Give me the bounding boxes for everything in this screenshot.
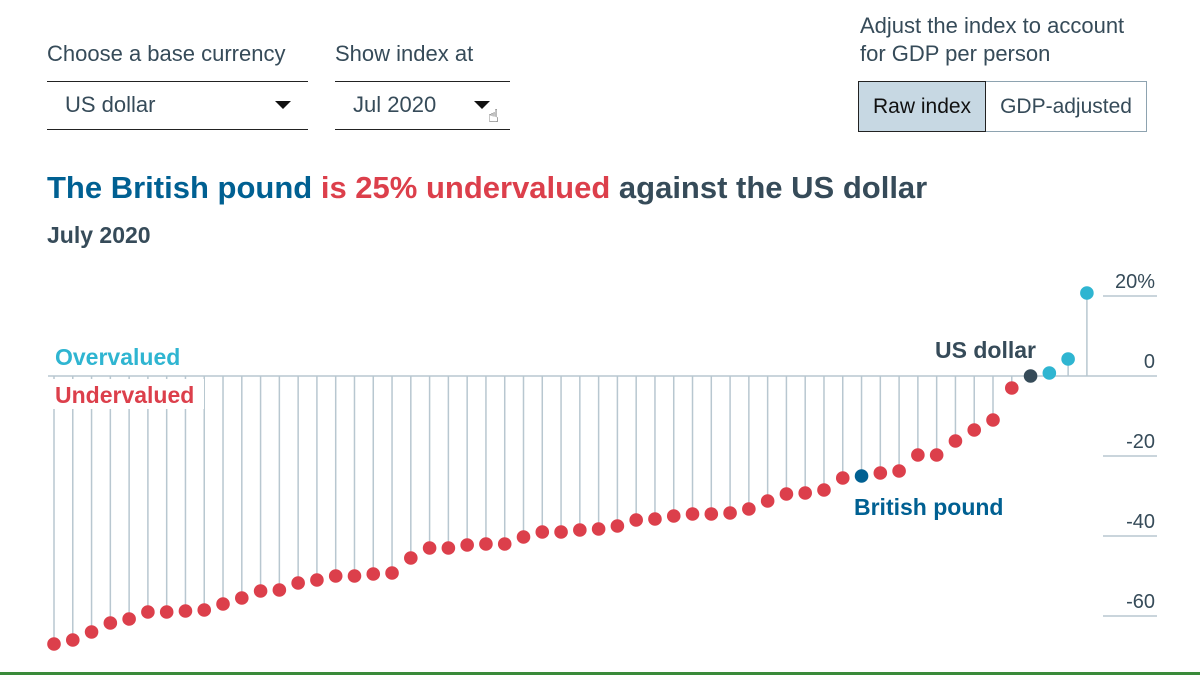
title-currency: The British pound <box>47 170 313 205</box>
data-point <box>310 573 324 587</box>
data-point <box>723 506 737 520</box>
data-point <box>253 584 268 598</box>
base-currency-label: US dollar <box>935 337 1036 363</box>
label-background <box>52 379 204 409</box>
index-date-select[interactable]: Jul 2020 <box>335 81 510 130</box>
data-point <box>291 576 305 590</box>
y-tick-label: -20 <box>1126 431 1155 453</box>
data-point-base <box>1023 369 1038 383</box>
data-point <box>911 448 925 462</box>
bottom-border <box>0 672 1200 675</box>
data-point <box>779 487 794 501</box>
data-point <box>629 513 643 527</box>
data-point-highlight <box>854 469 869 483</box>
data-point <box>497 537 512 551</box>
data-point <box>159 605 174 619</box>
title-against: against the US dollar <box>618 170 928 205</box>
y-tick-label: 0 <box>1144 351 1155 373</box>
chart-subtitle: July 2020 <box>47 222 151 248</box>
data-point <box>216 597 230 611</box>
base-currency-label: Choose a base currency <box>47 41 286 66</box>
data-point <box>122 612 136 626</box>
data-point <box>366 567 381 581</box>
adjust-label-line1: Adjust the index to account <box>860 13 1125 38</box>
data-point <box>347 569 362 583</box>
data-point <box>141 605 155 619</box>
data-point <box>385 566 399 580</box>
data-point <box>685 507 700 521</box>
y-tick-label: -40 <box>1126 511 1155 533</box>
data-point <box>760 494 775 508</box>
title-valuation: is 25% undervalued <box>320 170 611 205</box>
overvalued-label: Overvalued <box>55 344 180 370</box>
data-point <box>516 530 531 544</box>
data-point <box>742 502 756 516</box>
data-point <box>986 413 1000 427</box>
data-point <box>892 464 906 478</box>
data-point <box>704 507 719 521</box>
adjust-label: Adjust the index to account for GDP per … <box>860 12 1124 68</box>
data-point <box>967 423 982 437</box>
chevron-down-icon <box>474 101 490 109</box>
data-point <box>272 583 287 597</box>
gdp-adjusted-button[interactable]: GDP-adjusted <box>986 81 1147 132</box>
chevron-down-icon <box>275 101 291 109</box>
index-type-toggle: Raw index GDP-adjusted <box>858 81 1147 132</box>
data-point <box>1042 366 1057 380</box>
base-currency-select[interactable]: US dollar <box>47 81 308 130</box>
data-point <box>798 486 812 500</box>
data-point <box>235 591 249 605</box>
data-point <box>178 604 193 618</box>
data-point <box>84 625 99 639</box>
data-point <box>441 541 456 555</box>
index-date-label: Show index at <box>335 41 474 66</box>
data-point <box>591 522 606 536</box>
data-point <box>554 525 568 539</box>
y-tick-label: -60 <box>1126 591 1155 613</box>
data-point <box>47 637 61 651</box>
data-point <box>873 466 888 480</box>
data-point <box>535 525 550 539</box>
data-point <box>197 603 212 617</box>
y-tick-label: 20% <box>1115 271 1155 293</box>
data-point <box>948 434 963 448</box>
data-point <box>817 483 831 497</box>
data-point <box>835 471 850 485</box>
data-point <box>1080 286 1094 300</box>
data-point <box>929 448 944 462</box>
data-point <box>479 537 493 551</box>
undervalued-label: Undervalued <box>55 382 194 408</box>
adjust-label-line2: for GDP per person <box>860 41 1051 66</box>
base-currency-value: US dollar <box>65 92 156 117</box>
data-point <box>648 512 662 526</box>
data-point <box>328 569 343 583</box>
data-point <box>65 633 80 647</box>
highlight-currency-label: British pound <box>854 494 1003 520</box>
data-point <box>103 616 118 630</box>
data-point <box>666 509 681 523</box>
data-point <box>422 541 437 555</box>
data-point <box>573 523 587 537</box>
data-point <box>1061 352 1075 366</box>
hand-cursor-icon: ☝ <box>488 106 499 126</box>
data-point <box>610 519 625 533</box>
index-date-value: Jul 2020 <box>353 92 437 117</box>
data-point <box>1004 381 1019 395</box>
data-point <box>460 538 474 552</box>
chart-title: The British pound is 25% undervalued aga… <box>47 170 927 206</box>
data-point <box>404 551 418 565</box>
raw-index-button[interactable]: Raw index <box>858 81 987 132</box>
